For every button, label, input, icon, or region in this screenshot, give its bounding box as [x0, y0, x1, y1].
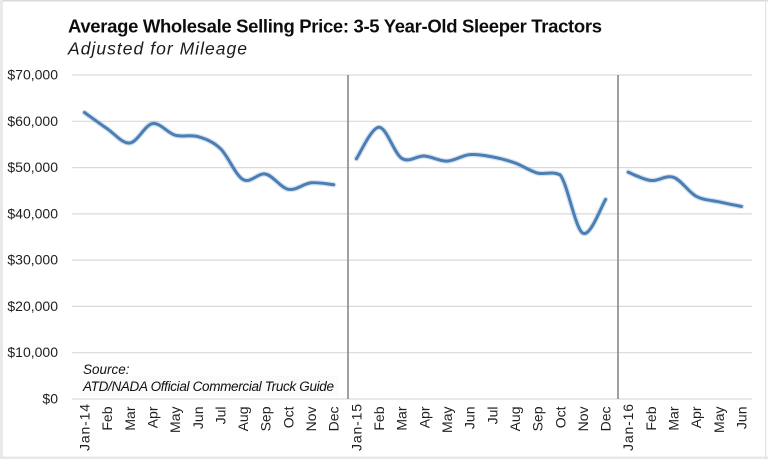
svg-text:$30,000: $30,000 — [7, 252, 58, 268]
svg-text:Oct: Oct — [280, 406, 296, 428]
svg-text:Apr: Apr — [688, 406, 704, 428]
svg-text:Aug: Aug — [507, 407, 523, 432]
svg-text:$20,000: $20,000 — [7, 298, 58, 314]
svg-text:Dec: Dec — [326, 407, 342, 432]
svg-text:May: May — [439, 407, 455, 433]
svg-text:$10,000: $10,000 — [7, 344, 58, 360]
svg-text:Mar: Mar — [394, 406, 410, 430]
svg-text:Nov: Nov — [575, 407, 591, 432]
svg-text:Jan-14: Jan-14 — [77, 404, 93, 451]
svg-text:Jan-15: Jan-15 — [348, 404, 364, 451]
svg-text:ATD/NADA Official Commercial T: ATD/NADA Official Commercial Truck Guide — [82, 379, 334, 394]
svg-text:Average Wholesale Selling Pric: Average Wholesale Selling Price: 3-5 Yea… — [68, 16, 602, 37]
svg-text:$40,000: $40,000 — [7, 205, 58, 221]
svg-text:May: May — [711, 407, 727, 433]
svg-text:Adjusted for Mileage: Adjusted for Mileage — [67, 39, 247, 59]
svg-text:Apr: Apr — [416, 406, 432, 428]
svg-text:Jul: Jul — [484, 407, 500, 425]
svg-text:Jun: Jun — [190, 407, 206, 430]
svg-text:Feb: Feb — [371, 406, 387, 430]
svg-text:Jun: Jun — [734, 407, 750, 430]
svg-text:Jun: Jun — [462, 407, 478, 430]
svg-text:Source:: Source: — [83, 362, 130, 377]
svg-text:Nov: Nov — [303, 407, 319, 432]
svg-text:May: May — [167, 407, 183, 433]
svg-text:Jul: Jul — [212, 407, 228, 425]
svg-text:$60,000: $60,000 — [7, 113, 58, 129]
svg-text:$0: $0 — [42, 391, 58, 407]
svg-text:Feb: Feb — [643, 406, 659, 430]
svg-text:Feb: Feb — [99, 406, 115, 430]
svg-text:Mar: Mar — [122, 406, 138, 430]
svg-text:Aug: Aug — [235, 407, 251, 432]
svg-text:$70,000: $70,000 — [7, 67, 58, 83]
svg-text:$50,000: $50,000 — [7, 159, 58, 175]
svg-text:Jan-16: Jan-16 — [620, 404, 636, 451]
svg-text:Mar: Mar — [666, 406, 682, 430]
svg-text:Sep: Sep — [258, 406, 274, 431]
svg-text:Apr: Apr — [145, 406, 161, 428]
svg-text:Sep: Sep — [530, 406, 546, 431]
svg-text:Dec: Dec — [598, 407, 614, 432]
svg-text:Oct: Oct — [552, 406, 568, 428]
